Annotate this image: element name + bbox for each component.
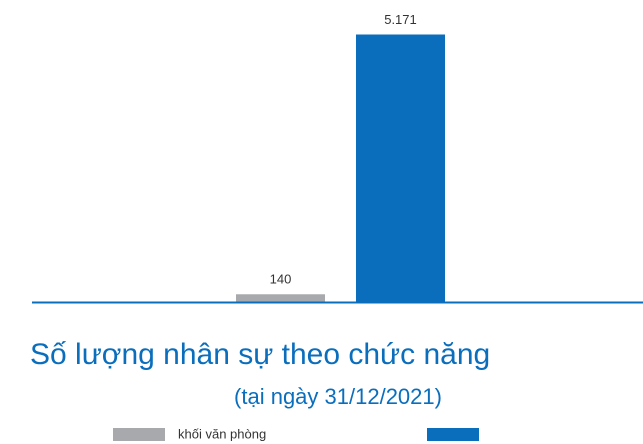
bar xyxy=(236,294,325,302)
legend-swatch xyxy=(427,428,479,441)
data-label: 140 xyxy=(270,272,292,287)
bar xyxy=(356,34,445,302)
chart-title: Số lượng nhân sự theo chức năng xyxy=(30,338,490,371)
legend-swatch xyxy=(113,428,165,441)
chart-subtitle: (tại ngày 31/12/2021) xyxy=(234,384,442,409)
data-label: 5.171 xyxy=(384,12,417,27)
legend-label: khối văn phòng xyxy=(178,426,266,441)
